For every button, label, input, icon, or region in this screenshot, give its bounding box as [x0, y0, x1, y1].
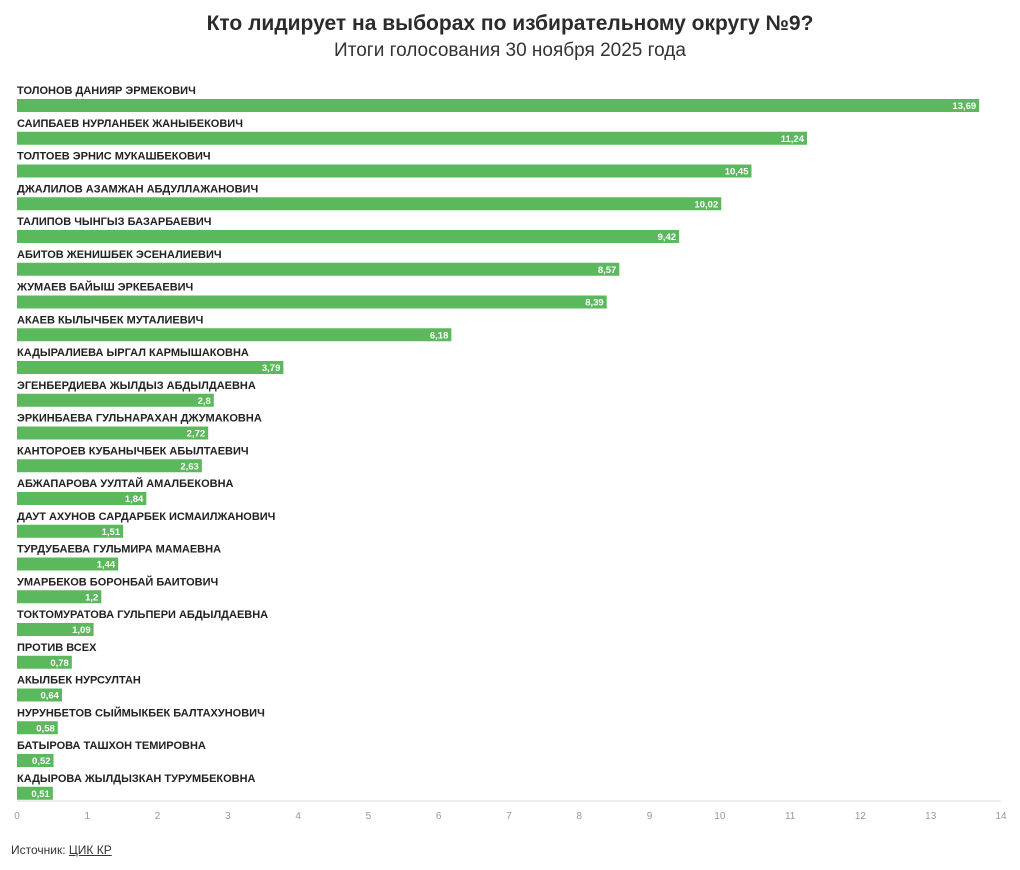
- value-label: 9,42: [658, 232, 677, 243]
- x-tick-label: 2: [155, 811, 161, 822]
- value-label: 0,64: [40, 691, 59, 702]
- value-label: 13,69: [952, 101, 976, 112]
- x-tick-label: 0: [14, 811, 20, 822]
- bar: [17, 131, 808, 145]
- bar: [17, 688, 62, 702]
- category-label: ДАУТ АХУНОВ САРДАРБЕК ИСМАИЛЖАНОВИЧ: [17, 511, 275, 523]
- x-tick-label: 8: [577, 811, 583, 822]
- category-label: КАДЫРАЛИЕВА ЫРГАЛ КАРМЫШАКОВНА: [17, 347, 249, 359]
- value-label: 2,8: [198, 396, 211, 407]
- bar: [17, 230, 680, 243]
- bar: [17, 328, 452, 342]
- category-label: КАНТОРОЕВ КУБАНЫЧБЕК АБЫЛТАЕВИЧ: [17, 445, 249, 457]
- value-label: 0,58: [36, 723, 55, 734]
- x-tick-label: 14: [995, 811, 1007, 822]
- bar: [17, 524, 124, 538]
- value-label: 8,57: [598, 265, 617, 276]
- bar: [17, 459, 202, 473]
- chart-subtitle: Итоги голосования 30 ноября 2025 года: [334, 40, 686, 61]
- value-label: 8,39: [585, 298, 604, 309]
- bar: [17, 393, 214, 407]
- value-label: 1,09: [72, 625, 91, 636]
- category-label: УМАРБЕКОВ БОРОНБАЙ БАИТОВИЧ: [17, 575, 218, 588]
- bar: [17, 164, 752, 178]
- value-label: 1,2: [85, 592, 98, 603]
- category-label: ЭГЕНБЕРДИЕВА ЖЫЛДЫЗ АБДЫЛДАЕВНА: [17, 380, 256, 392]
- bar: [17, 99, 980, 112]
- bar: [17, 721, 58, 735]
- x-tick-label: 7: [506, 811, 512, 822]
- x-tick-label: 1: [85, 811, 91, 822]
- category-label: КАДЫРОВА ЖЫЛДЫЗКАН ТУРУМБЕКОВНА: [17, 773, 256, 785]
- x-tick-label: 5: [366, 811, 372, 822]
- category-label: ТАЛИПОВ ЧЫНГЫЗ БАЗАРБАЕВИЧ: [17, 216, 212, 228]
- value-label: 6,18: [430, 330, 449, 341]
- source-note: Источник: ЦИК КР: [11, 843, 112, 857]
- source-prefix: Источник:: [11, 843, 66, 857]
- category-label: НУРУНБЕТОВ СЫЙМЫКБЕК БАЛТАХУНОВИЧ: [17, 706, 265, 719]
- bar: [17, 426, 209, 440]
- value-label: 10,02: [694, 199, 718, 210]
- x-tick-label: 4: [295, 811, 301, 822]
- bar: [17, 655, 72, 669]
- value-label: 0,51: [31, 789, 50, 800]
- value-label: 1,51: [102, 527, 121, 538]
- x-tick-label: 11: [785, 811, 796, 822]
- value-label: 1,84: [125, 494, 144, 505]
- category-label: ТОЛОНОВ ДАНИЯР ЭРМЕКОВИЧ: [17, 85, 196, 97]
- category-label: САИПБАЕВ НУРЛАНБЕК ЖАНЫБЕКОВИЧ: [17, 118, 243, 130]
- x-tick-label: 10: [714, 811, 726, 822]
- value-label: 3,79: [262, 363, 281, 374]
- bar: [17, 361, 284, 374]
- category-label: ТОЛТОЕВ ЭРНИС МУКАШБЕКОВИЧ: [17, 151, 211, 163]
- value-label: 0,52: [32, 756, 51, 767]
- value-label: 1,44: [97, 560, 116, 571]
- category-label: АКАЕВ КЫЛЫЧБЕК МУТАЛИЕВИЧ: [17, 314, 203, 326]
- x-tick-label: 6: [436, 811, 442, 822]
- value-label: 0,78: [50, 658, 69, 669]
- bar: [17, 492, 147, 505]
- bar: [17, 557, 119, 571]
- category-label: ДЖАЛИЛОВ АЗАМЖАН АБДУЛЛАЖАНОВИЧ: [17, 183, 258, 195]
- source-link[interactable]: ЦИК КР: [68, 843, 112, 857]
- bar: [17, 262, 620, 276]
- x-tick-label: 3: [225, 811, 231, 822]
- bar: [17, 786, 53, 800]
- bar: [17, 623, 94, 636]
- category-label: ЭРКИНБАЕВА ГУЛЬНАРАХАН ДЖУМАКОВНА: [17, 413, 262, 425]
- bar: [17, 197, 722, 211]
- x-tick-label: 12: [855, 811, 867, 822]
- bar: [17, 754, 54, 767]
- x-tick-label: 13: [925, 811, 937, 822]
- value-label: 10,45: [725, 167, 749, 178]
- bar-chart: ТОЛОНОВ ДАНИЯР ЭРМЕКОВИЧ 13,69 САИПБАЕВ НУ…: [14, 85, 1007, 822]
- bar: [17, 295, 607, 309]
- category-label: БАТЫРОВА ТАШХОН ТЕМИРОВНА: [17, 740, 206, 752]
- x-tick-label: 9: [647, 811, 653, 822]
- chart-title: Кто лидирует на выборах по избирательном…: [206, 12, 814, 35]
- category-label: ТОКТОМУРАТОВА ГУЛЬПЕРИ АБДЫЛДАЕВНА: [17, 609, 268, 621]
- category-label: ТУРДУБАЕВА ГУЛЬМИРА МАМАЕВНА: [17, 544, 221, 556]
- category-label: ЖУМАЕВ БАЙЫШ ЭРКЕБАЕВИЧ: [16, 281, 193, 294]
- value-label: 2,63: [180, 461, 199, 472]
- bar: [17, 590, 102, 604]
- value-label: 11,24: [781, 134, 805, 145]
- category-label: АБИТОВ ЖЕНИШБЕК ЭСЕНАЛИЕВИЧ: [17, 249, 222, 261]
- value-label: 2,72: [187, 429, 206, 440]
- category-label: АКЫЛБЕК НУРСУЛТАН: [17, 675, 141, 687]
- category-label: АБЖАПАРОВА УУЛТАЙ АМАЛБЕКОВНА: [17, 477, 234, 490]
- category-label: ПРОТИВ ВСЕХ: [17, 642, 97, 654]
